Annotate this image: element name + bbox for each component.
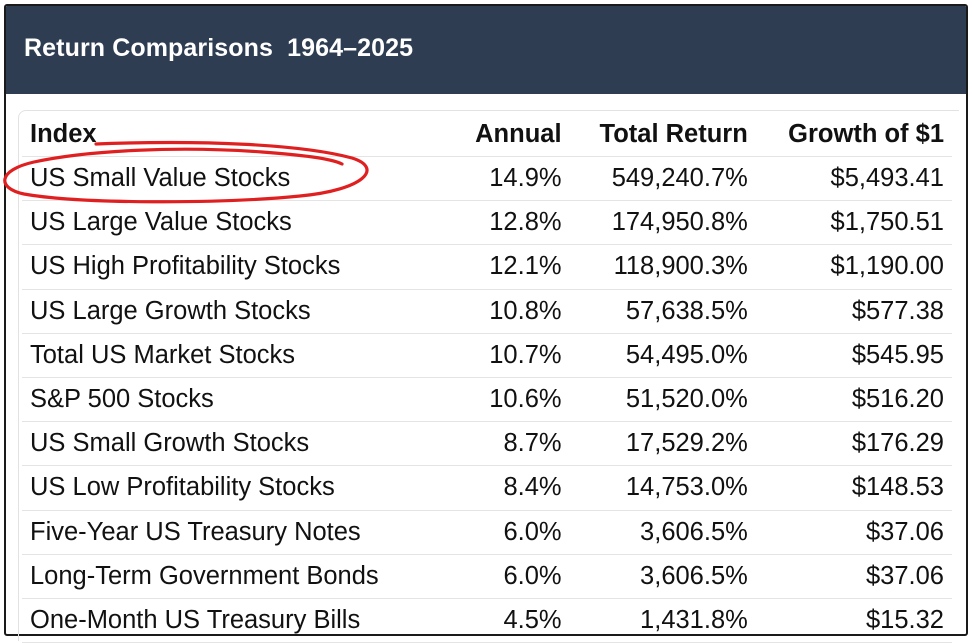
total-return-cell: 3,606.5% xyxy=(561,554,748,599)
table-body: US Small Value Stocks 14.9% 549,240.7% $5,4… xyxy=(22,156,952,643)
total-return-cell: 57,638.5% xyxy=(561,289,748,334)
total-return-cell: 14,753.0% xyxy=(561,465,748,511)
total-return-cell: 118,900.3% xyxy=(561,244,748,290)
column-header-total-return: Total Return xyxy=(561,112,748,157)
index-cell: One-Month US Treasury Bills xyxy=(22,598,445,643)
index-cell: US Large Growth Stocks xyxy=(22,289,445,334)
growth-cell: $1,750.51 xyxy=(747,200,952,246)
table-row: US Large Growth Stocks 10.8% 57,638.5% $577… xyxy=(22,289,952,334)
total-return-cell: 549,240.7% xyxy=(561,156,748,202)
growth-cell: $37.06 xyxy=(747,554,952,599)
index-cell: US Large Value Stocks xyxy=(22,200,445,246)
growth-cell: $1,190.00 xyxy=(747,244,952,290)
annual-cell: 12.8% xyxy=(444,200,562,246)
annual-cell: 10.8% xyxy=(444,289,562,334)
table-row: US Low Profitability Stocks 8.4% 14,753.0%… xyxy=(22,465,952,511)
table-row: US Large Value Stocks 12.8% 174,950.8% $1,7… xyxy=(22,200,952,246)
table-row: Total US Market Stocks 10.7% 54,495.0% $545… xyxy=(22,333,952,378)
growth-cell: $545.95 xyxy=(747,333,952,378)
total-return-cell: 174,950.8% xyxy=(561,200,748,246)
index-cell: US Small Value Stocks xyxy=(22,156,445,202)
table-row: One-Month US Treasury Bills 4.5% 1,431.8% $… xyxy=(22,598,952,643)
index-cell: Total US Market Stocks xyxy=(22,333,445,378)
growth-cell: $15.32 xyxy=(747,598,952,643)
annual-cell: 14.9% xyxy=(444,156,562,202)
growth-cell: $516.20 xyxy=(747,377,952,423)
annual-cell: 4.5% xyxy=(444,598,562,643)
index-cell: Long-Term Government Bonds xyxy=(22,554,445,599)
annual-cell: 10.6% xyxy=(444,377,562,423)
table-row: US Small Value Stocks 14.9% 549,240.7% $5,4… xyxy=(22,156,952,202)
table-row: Five-Year US Treasury Notes 6.0% 3,606.5% $… xyxy=(22,510,952,555)
table-row: Long-Term Government Bonds 6.0% 3,606.5% $3… xyxy=(22,554,952,599)
annual-cell: 8.7% xyxy=(444,421,562,467)
column-header-index: Index xyxy=(22,112,445,157)
index-cell: Five-Year US Treasury Notes xyxy=(22,510,445,555)
growth-cell: $5,493.41 xyxy=(747,156,952,202)
growth-cell: $148.53 xyxy=(747,465,952,511)
annual-cell: 12.1% xyxy=(444,244,562,290)
total-return-cell: 51,520.0% xyxy=(561,377,748,423)
growth-cell: $577.38 xyxy=(747,289,952,334)
column-header-annual: Annual xyxy=(444,112,562,157)
returns-table: Index Annual Total Return Growth of $1 U… xyxy=(22,112,952,643)
total-return-cell: 17,529.2% xyxy=(561,421,748,467)
total-return-cell: 1,431.8% xyxy=(561,598,748,643)
column-header-growth: Growth of $1 xyxy=(747,112,952,157)
index-cell: US Small Growth Stocks xyxy=(22,421,445,467)
table-panel xyxy=(18,110,959,641)
total-return-cell: 54,495.0% xyxy=(561,333,748,378)
annual-cell: 6.0% xyxy=(444,554,562,599)
growth-cell: $176.29 xyxy=(747,421,952,467)
annual-cell: 6.0% xyxy=(444,510,562,555)
index-cell: US Low Profitability Stocks xyxy=(22,465,445,511)
table-row: US Small Growth Stocks 8.7% 17,529.2% $176.… xyxy=(22,421,952,467)
table-header-row: Index Annual Total Return Growth of $1 xyxy=(22,112,952,157)
annual-cell: 10.7% xyxy=(444,333,562,378)
title-bar: Return Comparisons 1964–2025 xyxy=(6,6,966,94)
table-row: S&P 500 Stocks 10.6% 51,520.0% $516.20 xyxy=(22,377,952,423)
annual-cell: 8.4% xyxy=(444,465,562,511)
index-cell: S&P 500 Stocks xyxy=(22,377,445,423)
table-row: US High Profitability Stocks 12.1% 118,900… xyxy=(22,244,952,290)
index-cell: US High Profitability Stocks xyxy=(22,244,445,290)
growth-cell: $37.06 xyxy=(747,510,952,555)
page-title: Return Comparisons 1964–2025 xyxy=(24,34,414,62)
total-return-cell: 3,606.5% xyxy=(561,510,748,555)
